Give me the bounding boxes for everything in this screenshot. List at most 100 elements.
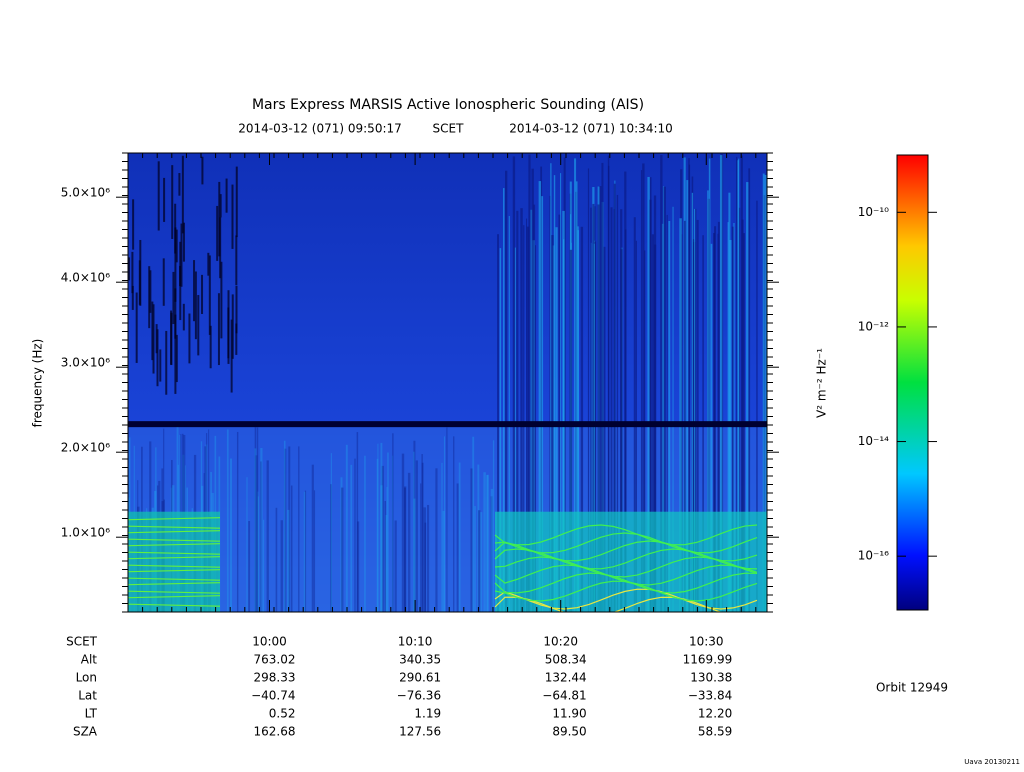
texture — [693, 208, 696, 612]
texture — [151, 301, 154, 361]
texture — [719, 155, 723, 612]
texture — [592, 203, 595, 612]
y-tick-label: 5.0×10⁶ — [61, 186, 110, 200]
texture — [550, 163, 552, 612]
texture — [180, 223, 183, 287]
texture — [357, 521, 360, 612]
texture — [494, 588, 758, 610]
texture — [514, 247, 516, 612]
texture — [413, 451, 415, 612]
texture — [218, 181, 221, 257]
texture — [574, 158, 577, 612]
texture — [603, 246, 606, 612]
texture — [415, 460, 418, 612]
texture — [197, 295, 200, 356]
texture — [235, 323, 238, 355]
texture — [159, 349, 162, 382]
table-cell: −64.81 — [542, 689, 586, 703]
texture — [427, 504, 430, 612]
colorbar-tick-label: 10⁻¹² — [858, 319, 889, 333]
table-cell: 58.59 — [698, 725, 732, 739]
texture — [421, 462, 424, 612]
texture — [162, 258, 165, 306]
texture — [148, 266, 151, 329]
texture — [599, 186, 602, 612]
colorbar-tick-label: 10⁻¹⁶ — [858, 549, 889, 563]
texture — [303, 491, 306, 612]
texture — [248, 521, 251, 612]
texture — [275, 507, 278, 612]
texture — [132, 199, 135, 250]
texture — [377, 443, 379, 612]
texture — [756, 200, 758, 612]
texture — [350, 464, 353, 612]
texture — [764, 175, 767, 612]
texture — [613, 183, 616, 612]
texture — [575, 181, 578, 612]
texture — [446, 427, 448, 612]
table-cell: −33.84 — [688, 689, 732, 703]
texture — [128, 595, 221, 599]
texture — [128, 517, 221, 521]
texture — [642, 163, 645, 612]
texture — [128, 590, 221, 594]
texture — [128, 421, 767, 428]
row-label: Lat — [78, 689, 97, 703]
y-tick-label: 1.0×10⁶ — [61, 526, 110, 540]
texture — [257, 496, 259, 612]
x-tick-label: 10:30 — [689, 635, 724, 649]
x-tick-label: 10:00 — [252, 635, 287, 649]
texture — [601, 162, 604, 612]
texture — [733, 222, 735, 612]
texture — [494, 564, 758, 586]
texture — [741, 219, 744, 612]
texture — [175, 334, 178, 383]
texture — [263, 519, 265, 612]
colorbar-tick-label: 10⁻¹⁴ — [858, 434, 889, 448]
texture — [149, 270, 152, 313]
spectrogram — [128, 153, 767, 612]
texture — [207, 252, 210, 276]
texture — [620, 209, 623, 612]
texture — [128, 525, 221, 529]
texture — [443, 436, 446, 612]
texture — [128, 257, 131, 281]
texture — [413, 498, 416, 612]
texture — [587, 168, 590, 612]
texture — [736, 156, 738, 612]
texture — [128, 538, 221, 542]
texture — [686, 180, 689, 612]
texture — [401, 453, 405, 612]
time-label: SCET — [433, 122, 465, 136]
texture — [710, 243, 713, 612]
texture — [580, 226, 584, 612]
texture — [181, 155, 184, 234]
texture — [407, 472, 411, 612]
texture — [696, 219, 699, 612]
table-cell: −40.74 — [251, 689, 295, 703]
texture — [220, 261, 223, 339]
texture — [174, 203, 177, 254]
table-cell: 1169.99 — [683, 653, 733, 667]
texture — [420, 483, 422, 612]
texture — [174, 227, 177, 302]
texture — [653, 195, 657, 612]
texture — [508, 215, 510, 612]
texture — [193, 260, 196, 322]
texture — [555, 227, 558, 612]
texture — [128, 543, 221, 547]
texture — [287, 509, 290, 612]
table-cell: 340.35 — [399, 653, 441, 667]
texture — [298, 446, 300, 612]
texture — [727, 222, 729, 612]
table-cell: −76.36 — [397, 689, 441, 703]
x-tick-label: 10:10 — [398, 635, 433, 649]
texture — [387, 452, 389, 612]
texture — [597, 204, 600, 612]
texture — [748, 168, 751, 612]
texture — [694, 208, 697, 612]
texture — [384, 500, 387, 612]
colorbar-tick-label: 10⁻¹⁰ — [858, 205, 889, 219]
texture — [225, 178, 228, 213]
texture — [707, 190, 709, 612]
